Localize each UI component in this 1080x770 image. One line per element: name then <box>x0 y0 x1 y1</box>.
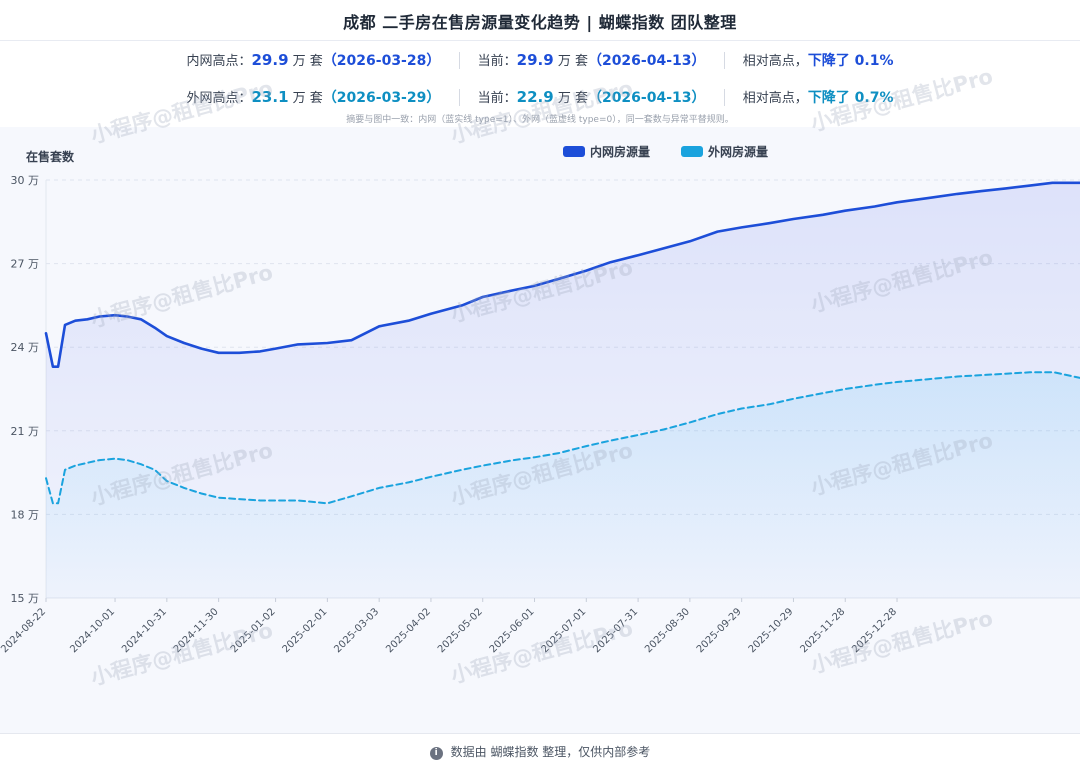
outer-relative-label: 相对高点， <box>742 91 808 106</box>
x-tick-label: 2025-12-28 <box>850 606 899 655</box>
outer-current-date: （2026-04-13） <box>587 90 706 106</box>
outer-relative: 相对高点，下降了 0.7% <box>743 87 894 107</box>
y-axis-label: 在售套数 <box>26 149 75 164</box>
x-tick-label: 2025-03-03 <box>332 606 381 655</box>
footer: i 数据由 蝴蝶指数 整理，仅供内部参考 <box>0 733 1080 770</box>
inner-high: 内网高点：29.9 万 套（2026-03-28） <box>186 50 440 70</box>
divider <box>723 51 725 69</box>
y-tick-label: 21 万 <box>11 425 40 438</box>
y-tick-label: 18 万 <box>11 508 40 521</box>
header: 成都 二手房在售房源量变化趋势 | 蝴蝶指数 团队整理 <box>0 0 1080 41</box>
inner-current-unit: 万 套 <box>557 54 588 69</box>
summary-row-inner: 内网高点：29.9 万 套（2026-03-28） 当前：29.9 万 套（20… <box>0 50 1080 70</box>
x-tick-label: 2025-11-28 <box>798 606 847 655</box>
outer-high-label: 外网高点： <box>186 91 252 106</box>
legend-label: 外网房源量 <box>708 144 768 159</box>
inner-high-unit: 万 套 <box>292 54 323 69</box>
divider <box>723 88 725 106</box>
line-chart: 在售套数 内网房源量 外网房源量 15 万 18 万 21 万 24 万 27 万 30 万… <box>0 144 1080 655</box>
series-line-inner <box>44 181 1080 368</box>
inner-current-value: 29.9 <box>516 51 554 69</box>
legend-swatch <box>681 146 703 157</box>
footer-note: i 数据由 蝴蝶指数 整理，仅供内部参考 <box>429 743 651 760</box>
divider <box>458 51 460 69</box>
series-areas <box>46 182 1080 599</box>
inner-high-label: 内网高点： <box>186 54 252 69</box>
y-tick-label: 24 万 <box>11 341 40 354</box>
x-tick-label: 2025-07-31 <box>591 606 640 655</box>
info-icon: i <box>429 747 443 760</box>
x-tick-label: 2025-01-02 <box>229 606 278 655</box>
outer-high: 外网高点：23.1 万 套（2026-03-29） <box>186 87 440 107</box>
outer-current: 当前：22.9 万 套（2026-04-13） <box>478 87 706 107</box>
series-lines <box>44 181 1080 505</box>
page-title: 成都 二手房在售房源量变化趋势 | 蝴蝶指数 团队整理 <box>343 13 737 32</box>
footer-text: 数据由 蝴蝶指数 整理，仅供内部参考 <box>450 745 651 759</box>
outer-current-value: 22.9 <box>516 88 554 106</box>
y-tick-label: 27 万 <box>11 258 40 271</box>
x-tick-label: 2025-06-01 <box>488 606 537 655</box>
legend-swatch <box>563 146 585 157</box>
inner-high-date: （2026-03-28） <box>322 53 441 69</box>
x-tick-label: 2025-05-02 <box>436 606 485 655</box>
legend: 内网房源量 外网房源量 <box>563 144 768 159</box>
summary-row-outer: 外网高点：23.1 万 套（2026-03-29） 当前：22.9 万 套（20… <box>0 87 1080 107</box>
x-axis: 2024-08-22 2024-10-01 2024-10-31 2024-11-30… <box>0 598 899 655</box>
inner-current-date: （2026-04-13） <box>587 53 706 69</box>
outer-relative-value: 下降了 0.7% <box>807 90 894 106</box>
x-tick-label: 2024-11-30 <box>172 606 221 655</box>
x-tick-label: 2025-08-30 <box>643 606 692 655</box>
outer-current-label: 当前： <box>477 91 517 106</box>
inner-relative-label: 相对高点， <box>742 54 808 69</box>
x-tick-label: 2024-10-01 <box>68 606 117 655</box>
x-tick-label: 2024-10-31 <box>120 606 169 655</box>
inner-relative: 相对高点，下降了 0.1% <box>743 50 894 70</box>
x-tick-label: 2024-08-22 <box>0 606 48 655</box>
series-area-outer <box>46 372 1080 598</box>
x-tick-label: 2025-04-02 <box>384 606 433 655</box>
outer-high-date: （2026-03-29） <box>322 90 441 106</box>
x-tick-label: 2025-02-01 <box>281 606 330 655</box>
y-tick-label: 30 万 <box>11 174 40 187</box>
x-tick-label: 2025-10-29 <box>747 606 796 655</box>
inner-current-label: 当前： <box>477 54 517 69</box>
y-axis: 15 万 18 万 21 万 24 万 27 万 30 万 <box>11 174 40 605</box>
summary-panel: 内网高点：29.9 万 套（2026-03-28） 当前：29.9 万 套（20… <box>0 41 1080 127</box>
inner-relative-value: 下降了 0.1% <box>807 53 894 69</box>
x-tick-label: 2025-07-01 <box>540 606 589 655</box>
x-tick-label: 2025-09-29 <box>695 606 744 655</box>
series-line-outer <box>45 371 1080 505</box>
y-tick-label: 15 万 <box>11 592 40 605</box>
divider <box>458 88 460 106</box>
inner-high-value: 29.9 <box>251 51 289 69</box>
chart-card: 在售套数 内网房源量 外网房源量 15 万 18 万 21 万 24 万 27 万 30 万… <box>0 127 1080 733</box>
outer-high-unit: 万 套 <box>292 91 323 106</box>
inner-current: 当前：29.9 万 套（2026-04-13） <box>478 50 706 70</box>
legend-label: 内网房源量 <box>590 144 650 159</box>
summary-note: 摘要与图中一致：内网（蓝实线 type=1）、外网（蓝虚线 type=0），同一… <box>346 115 734 125</box>
outer-high-value: 23.1 <box>251 88 289 106</box>
outer-current-unit: 万 套 <box>557 91 588 106</box>
